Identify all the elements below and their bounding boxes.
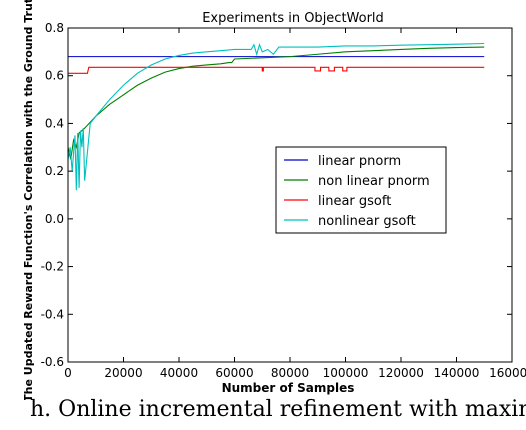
- x-tick-label: 80000: [271, 366, 309, 380]
- x-tick-label: 140000: [434, 366, 480, 380]
- legend-label-3: linear gsoft: [318, 194, 391, 209]
- y-tick-label: -0.4: [41, 307, 64, 321]
- x-tick-label: 20000: [104, 366, 142, 380]
- y-tick-label: 0.2: [45, 164, 64, 178]
- y-tick-label: 0.4: [45, 116, 64, 130]
- series-line-4: [68, 42, 485, 191]
- legend-label-4: nonlinear gsoft: [318, 214, 416, 229]
- plot-layer: [68, 42, 485, 191]
- x-tick-label: 60000: [215, 366, 253, 380]
- x-tick-label: 100000: [323, 366, 369, 380]
- y-axis-label: The Updated Reward Function's Correlatio…: [22, 0, 35, 400]
- chart: Experiments in ObjectWorld 0 20000 40000 60…: [0, 0, 526, 400]
- figure-caption: h. Online incremental refinement with ma…: [30, 398, 526, 422]
- caption-strip: h. Online incremental refinement with ma…: [0, 398, 526, 430]
- chart-background: [0, 0, 526, 400]
- axes-layer: 0 20000 40000 60000 80000 100000 120000 140000 1…: [41, 21, 526, 380]
- x-tick-label: 40000: [160, 366, 198, 380]
- y-tick-label: 0.0: [45, 212, 64, 226]
- y-tick-label: 0.8: [45, 21, 64, 35]
- series-line-3: [68, 66, 485, 74]
- legend: linear pnorm non linear pnorm linear gsoft…: [275, 146, 447, 234]
- legend-label-2: non linear pnorm: [318, 174, 430, 189]
- legend-label-1: linear pnorm: [318, 154, 401, 169]
- y-tick-label: -0.2: [41, 260, 64, 274]
- series-line-2: [68, 46, 485, 160]
- x-tick-label: 0: [64, 366, 72, 380]
- x-axis-label: Number of Samples: [222, 381, 355, 395]
- legend-box: [275, 146, 447, 234]
- x-tick-label: 120000: [378, 366, 424, 380]
- x-tick-label: 160000: [489, 366, 526, 380]
- y-tick-label: -0.6: [41, 355, 64, 369]
- chart-title: Experiments in ObjectWorld: [202, 11, 384, 26]
- y-tick-label: 0.6: [45, 69, 64, 83]
